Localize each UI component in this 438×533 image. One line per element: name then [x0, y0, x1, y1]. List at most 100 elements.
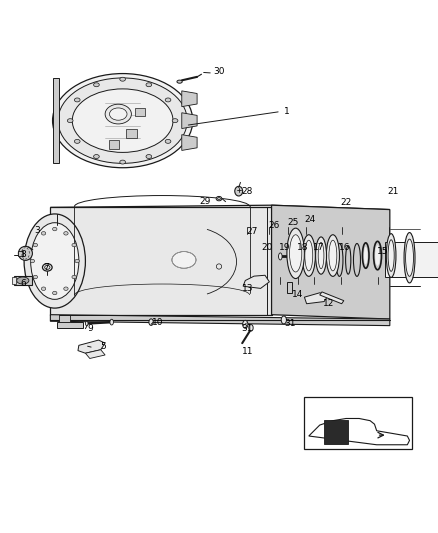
Ellipse shape — [72, 89, 173, 152]
Text: 15: 15 — [377, 247, 388, 256]
Ellipse shape — [120, 160, 125, 164]
Text: 7: 7 — [43, 263, 49, 272]
Text: 18: 18 — [297, 243, 308, 252]
Ellipse shape — [216, 197, 222, 201]
Ellipse shape — [172, 119, 178, 123]
Ellipse shape — [281, 316, 286, 324]
Ellipse shape — [329, 240, 337, 271]
Ellipse shape — [33, 243, 38, 247]
Text: 9: 9 — [87, 324, 93, 333]
Ellipse shape — [287, 228, 304, 279]
Text: 21: 21 — [388, 187, 399, 196]
Polygon shape — [50, 314, 390, 326]
Text: 26: 26 — [268, 221, 279, 230]
Ellipse shape — [346, 246, 351, 274]
Text: 31: 31 — [284, 319, 296, 328]
Polygon shape — [109, 140, 119, 149]
Text: 25: 25 — [287, 218, 298, 227]
Polygon shape — [182, 135, 197, 150]
Polygon shape — [50, 205, 390, 212]
Bar — [304, 397, 412, 449]
Bar — [18, 251, 23, 255]
Polygon shape — [243, 275, 269, 288]
Polygon shape — [78, 340, 105, 353]
Bar — [12, 277, 16, 284]
Bar — [287, 282, 292, 293]
Polygon shape — [320, 292, 344, 304]
Ellipse shape — [110, 108, 127, 120]
Ellipse shape — [31, 223, 79, 300]
Ellipse shape — [353, 244, 360, 276]
Text: 1: 1 — [284, 107, 290, 116]
Text: 12: 12 — [323, 299, 334, 308]
Ellipse shape — [149, 319, 153, 326]
Text: 29: 29 — [199, 197, 211, 206]
Bar — [50, 207, 272, 314]
Ellipse shape — [75, 259, 79, 263]
Ellipse shape — [165, 140, 171, 143]
Polygon shape — [126, 130, 137, 138]
Polygon shape — [59, 314, 70, 322]
Ellipse shape — [235, 187, 243, 196]
Text: 5: 5 — [100, 342, 106, 351]
Text: 17: 17 — [313, 243, 325, 252]
Ellipse shape — [94, 155, 99, 158]
Ellipse shape — [279, 253, 282, 260]
Bar — [324, 420, 348, 444]
Ellipse shape — [243, 320, 248, 328]
Ellipse shape — [64, 231, 68, 235]
Ellipse shape — [290, 235, 302, 272]
Polygon shape — [53, 78, 59, 163]
Ellipse shape — [58, 78, 187, 163]
Polygon shape — [304, 293, 328, 304]
Text: 14: 14 — [292, 290, 304, 300]
Ellipse shape — [72, 243, 76, 247]
Ellipse shape — [326, 235, 339, 276]
Ellipse shape — [64, 287, 68, 290]
Polygon shape — [309, 418, 410, 445]
Text: 8: 8 — [20, 250, 26, 259]
Ellipse shape — [53, 74, 193, 168]
Ellipse shape — [305, 240, 313, 271]
Ellipse shape — [30, 259, 35, 263]
Ellipse shape — [110, 319, 113, 325]
Text: 13: 13 — [242, 284, 253, 293]
Text: 31: 31 — [242, 324, 253, 333]
Text: 11: 11 — [242, 348, 253, 357]
Ellipse shape — [318, 243, 324, 269]
Ellipse shape — [53, 227, 57, 231]
Polygon shape — [57, 322, 83, 328]
Text: 6: 6 — [20, 279, 26, 288]
Ellipse shape — [388, 240, 394, 271]
Ellipse shape — [18, 246, 32, 260]
Text: 30: 30 — [213, 67, 225, 76]
Ellipse shape — [217, 198, 221, 200]
Text: 19: 19 — [279, 243, 290, 252]
Polygon shape — [85, 350, 105, 359]
Polygon shape — [182, 113, 197, 128]
Polygon shape — [182, 91, 197, 107]
Ellipse shape — [72, 275, 76, 279]
Text: 27: 27 — [246, 227, 258, 236]
Ellipse shape — [375, 245, 380, 266]
Ellipse shape — [24, 214, 85, 308]
Ellipse shape — [33, 275, 38, 279]
Text: 28: 28 — [242, 187, 253, 196]
Ellipse shape — [302, 235, 315, 276]
Text: 16: 16 — [339, 243, 351, 252]
Ellipse shape — [74, 140, 80, 143]
Ellipse shape — [249, 325, 253, 331]
Ellipse shape — [386, 233, 396, 278]
Polygon shape — [272, 205, 390, 319]
Ellipse shape — [364, 247, 367, 264]
Ellipse shape — [146, 155, 152, 158]
Bar — [385, 243, 438, 278]
Ellipse shape — [67, 119, 73, 123]
Ellipse shape — [74, 98, 80, 102]
Ellipse shape — [85, 321, 88, 326]
Ellipse shape — [105, 104, 131, 124]
Ellipse shape — [336, 244, 343, 276]
Ellipse shape — [216, 264, 222, 269]
Text: 3: 3 — [34, 225, 40, 235]
Ellipse shape — [94, 83, 99, 87]
